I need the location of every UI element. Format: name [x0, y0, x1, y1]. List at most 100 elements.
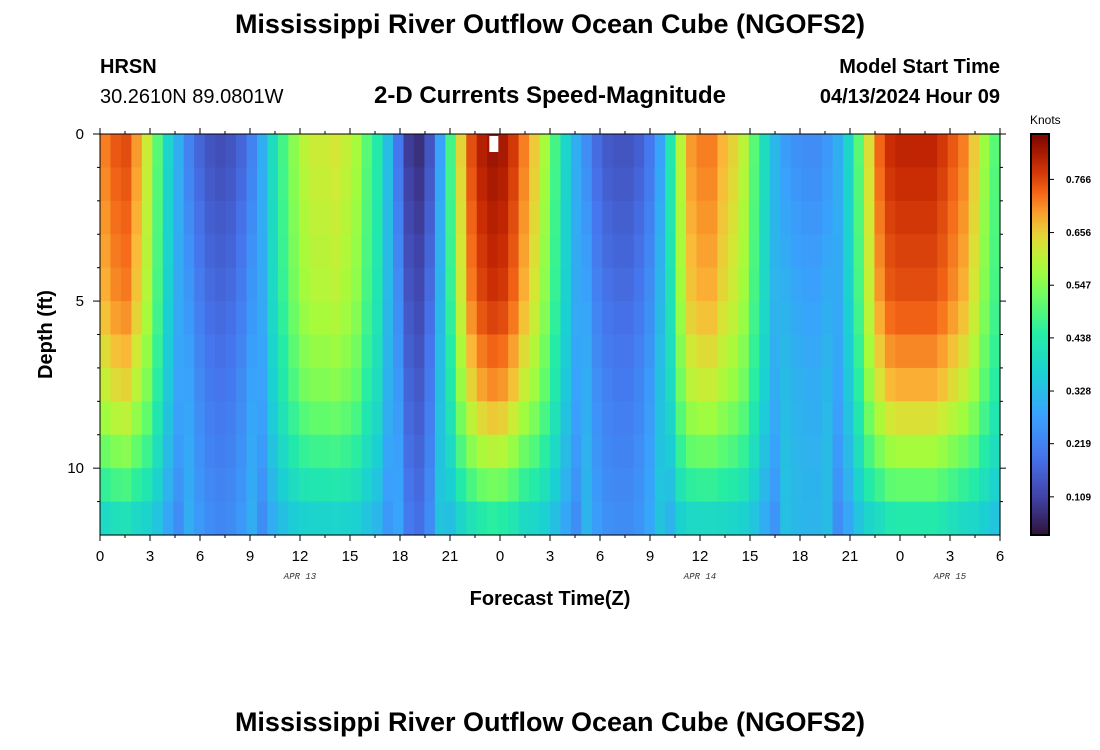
- heatmap-cell: [298, 301, 310, 336]
- heatmap-cell: [466, 334, 478, 369]
- heatmap-cell: [529, 367, 541, 402]
- heatmap-cell: [183, 468, 195, 503]
- heatmap-cell: [393, 501, 405, 536]
- heatmap-cell: [884, 501, 896, 536]
- heatmap-cell: [665, 401, 677, 436]
- heatmap-cell: [968, 334, 980, 369]
- heatmap-cell: [675, 267, 687, 302]
- heatmap-cell: [309, 434, 321, 469]
- heatmap-cell: [979, 401, 991, 436]
- heatmap-cell: [748, 468, 760, 503]
- heatmap-cell: [455, 200, 467, 235]
- heatmap-cell: [340, 134, 352, 169]
- heatmap-cell: [895, 501, 907, 536]
- main-title: Mississippi River Outflow Ocean Cube (NG…: [234, 9, 866, 39]
- heatmap-cell: [633, 468, 645, 503]
- heatmap-cell: [183, 334, 195, 369]
- x-tick-label: 0: [96, 548, 104, 565]
- heatmap-cell: [738, 401, 750, 436]
- heatmap-cell: [382, 334, 394, 369]
- heatmap-cell: [141, 234, 153, 269]
- heatmap-cell: [780, 401, 792, 436]
- heatmap-cell: [926, 468, 938, 503]
- heatmap-cell: [937, 401, 949, 436]
- heatmap-cell: [476, 334, 488, 369]
- heatmap-cell: [434, 200, 446, 235]
- heatmap-cell: [853, 401, 865, 436]
- heatmap-cell: [277, 267, 289, 302]
- heatmap-cell: [466, 468, 478, 503]
- heatmap-cell: [445, 301, 457, 336]
- heatmap-cell: [654, 334, 666, 369]
- heatmap-cell: [183, 167, 195, 202]
- heatmap-cell: [351, 167, 363, 202]
- heatmap-cell: [570, 301, 582, 336]
- heatmap-cell: [434, 301, 446, 336]
- heatmap-cell: [372, 401, 384, 436]
- heatmap-cell: [518, 267, 530, 302]
- heatmap-cell: [194, 234, 206, 269]
- x-tick-label: 15: [742, 548, 759, 565]
- heatmap-cell: [905, 401, 917, 436]
- heatmap-cell: [968, 401, 980, 436]
- heatmap-cell: [644, 401, 656, 436]
- heatmap-cell: [748, 167, 760, 202]
- heatmap-cell: [843, 167, 855, 202]
- heatmap-cell: [853, 434, 865, 469]
- heatmap-cell: [581, 200, 593, 235]
- heatmap-cell: [393, 134, 405, 169]
- heatmap-cell: [905, 200, 917, 235]
- heatmap-cell: [445, 200, 457, 235]
- heatmap-cell: [413, 301, 426, 336]
- heatmap-cell: [141, 501, 153, 536]
- heatmap-cell: [152, 301, 164, 336]
- heatmap-cell: [225, 367, 237, 402]
- heatmap-cell: [508, 234, 520, 269]
- heatmap-cell: [738, 501, 750, 536]
- heatmap-cell: [100, 401, 112, 436]
- heatmap-cell: [989, 267, 1001, 302]
- heatmap-cell: [905, 167, 917, 202]
- model-start-label: Model Start Time: [839, 56, 1000, 78]
- heatmap-cell: [434, 468, 446, 503]
- heatmap-cell: [727, 501, 739, 536]
- heatmap-cell: [843, 301, 855, 336]
- heatmap-cell: [550, 200, 562, 235]
- heatmap-cell: [225, 200, 237, 235]
- heatmap-cell: [591, 167, 603, 202]
- heatmap-cell: [361, 401, 373, 436]
- heatmap-cell: [497, 468, 509, 503]
- heatmap-cell: [979, 167, 991, 202]
- heatmap-cells: [100, 134, 1001, 536]
- heatmap-cell: [361, 267, 373, 302]
- heatmap-cell: [968, 367, 980, 402]
- heatmap-cell: [665, 434, 677, 469]
- heatmap-cell: [466, 434, 478, 469]
- heatmap-cell: [696, 501, 708, 536]
- heatmap-cell: [194, 401, 206, 436]
- heatmap-cell: [644, 434, 656, 469]
- heatmap-cell: [183, 434, 195, 469]
- heatmap-cell: [780, 501, 792, 536]
- heatmap-cell: [916, 301, 928, 336]
- heatmap-cell: [843, 434, 855, 469]
- heatmap-cell: [497, 301, 509, 336]
- heatmap-cell: [560, 267, 572, 302]
- heatmap-cell: [895, 134, 907, 169]
- heatmap-cell: [424, 134, 436, 169]
- heatmap-cell: [989, 301, 1001, 336]
- heatmap-cell: [476, 167, 488, 202]
- heatmap-cell: [727, 401, 739, 436]
- heatmap-cell: [152, 501, 164, 536]
- heatmap-cell: [916, 200, 928, 235]
- heatmap-cell: [832, 501, 844, 536]
- heatmap-cell: [696, 267, 708, 302]
- heatmap-cell: [717, 334, 729, 369]
- heatmap-cell: [361, 200, 373, 235]
- heatmap-cell: [236, 501, 248, 536]
- heatmap-cell: [727, 234, 739, 269]
- heatmap-cell: [518, 200, 530, 235]
- heatmap-cell: [644, 234, 656, 269]
- heatmap-cell: [518, 468, 530, 503]
- heatmap-cell: [602, 434, 614, 469]
